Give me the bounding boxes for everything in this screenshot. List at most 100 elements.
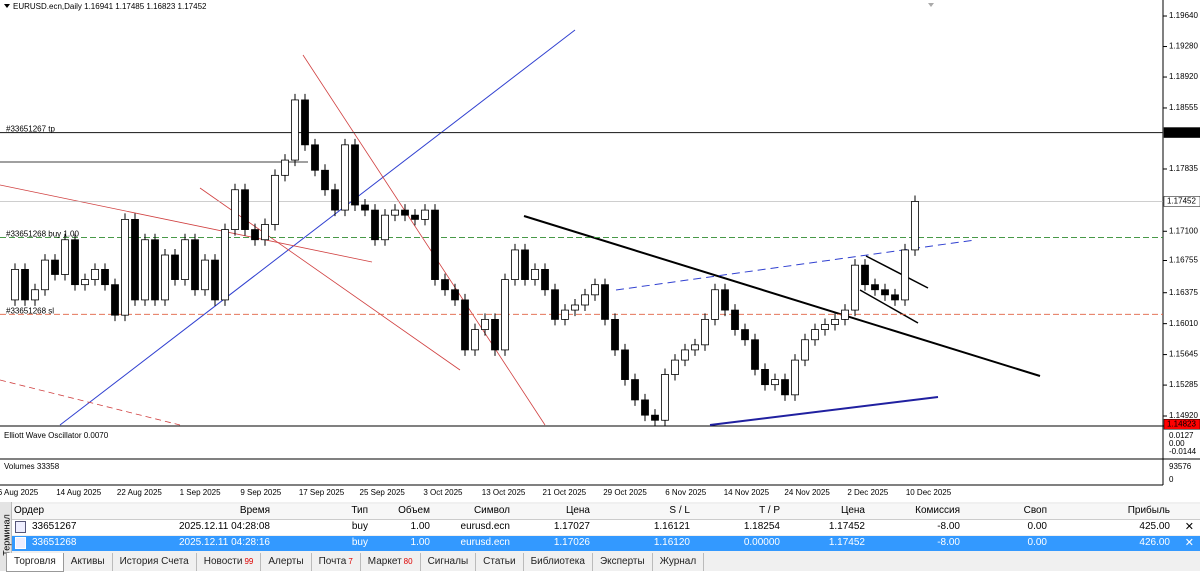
price-marker-label: 1.14823 (1167, 419, 1196, 428)
tab[interactable]: История Счета (113, 553, 197, 571)
candle-body (171, 254, 179, 280)
candle-body (361, 204, 369, 211)
order-label: #33651268 sl (6, 306, 54, 315)
x-tick-label: 24 Nov 2025 (784, 488, 830, 497)
x-tick-label: 13 Oct 2025 (482, 488, 526, 497)
candle-body (821, 324, 829, 330)
candle-body (541, 269, 549, 291)
terminal-panel: Терминал Ордер Время Тип Объем Символ Цена S /… (0, 502, 1200, 572)
candle-body (271, 174, 279, 225)
x-tick-label: 6 Nov 2025 (665, 488, 706, 497)
tab-badge: 7 (348, 557, 353, 566)
order-cell: 33651268 (32, 537, 77, 548)
candle-body (31, 289, 39, 301)
column-header: Прибыль (1127, 505, 1170, 516)
candle-body (381, 214, 389, 241)
candle-body (591, 284, 599, 296)
x-tick-label: 3 Oct 2025 (423, 488, 463, 497)
order-cell: 2025.12.11 04:28:16 (178, 537, 270, 548)
candle-body (411, 214, 419, 220)
candle-body (531, 269, 539, 280)
tab[interactable]: Торговля (6, 553, 64, 572)
order-cell: eurusd.ecn (460, 537, 510, 548)
y-tick-label: 1.14920 (1169, 411, 1198, 420)
x-tick-label: 21 Oct 2025 (543, 488, 587, 497)
column-header: Своп (1023, 505, 1047, 516)
y-tick-label: 1.16375 (1169, 288, 1198, 297)
candle-body (521, 249, 529, 280)
candle-body (661, 374, 669, 421)
price-marker (1163, 418, 1200, 430)
chart-info: EURUSD.ecn,Daily 1.16941 1.17485 1.16823… (13, 2, 207, 11)
tab[interactable]: Сигналы (421, 553, 477, 571)
y-tick-label: 1.17835 (1169, 164, 1198, 173)
candle-body (41, 259, 49, 291)
candle-body (181, 239, 189, 280)
tab[interactable]: Активы (64, 553, 113, 571)
chart: 1.19640 1.19280 1.18920 1.18555 1.17835 1.171… (0, 0, 1200, 498)
table-header: Ордер Время Тип Объем Символ Цена S / L T / P Це… (12, 504, 1200, 520)
tab[interactable]: Эксперты (593, 553, 653, 571)
side-label: Терминал (1, 514, 12, 556)
tab[interactable]: Библиотека (524, 553, 593, 571)
order-row[interactable]: 33651268 2025.12.11 04:28:16 buy 1.00 eurusd… (12, 536, 1200, 551)
tab[interactable]: Статьи (476, 553, 524, 571)
tab-bar: Торговля Активы История Счета Новости 99 Алер… (6, 553, 705, 572)
column-header: Цена (840, 505, 865, 516)
close-button[interactable]: ✕ (1184, 521, 1194, 533)
candle-body (761, 369, 769, 386)
volumes-tick: 0 (1169, 475, 1174, 484)
column-header: Объем (398, 505, 430, 516)
order-cell: buy (351, 537, 368, 548)
order-cell: 1.00 (410, 537, 430, 548)
column-header: Цена (565, 505, 590, 516)
order-label: #33651267 tp (6, 125, 55, 134)
candle-body (491, 319, 499, 351)
tab[interactable]: Новости 99 (197, 553, 262, 571)
tab-badge: 99 (244, 557, 254, 566)
y-tick-label: 1.19280 (1169, 42, 1198, 51)
order-cell: 1.16121 (653, 521, 690, 532)
candle-body (461, 299, 469, 351)
tab-label: Активы (70, 556, 105, 567)
order-cell: 1.17452 (828, 521, 865, 532)
candle-body (151, 239, 159, 301)
tab-label: Торговля (14, 556, 56, 567)
column-header: Символ (473, 505, 510, 516)
oscillator-label: Elliott Wave Oscillator 0.0070 (4, 431, 109, 440)
order-row[interactable]: 33651267 2025.12.11 04:28:08 buy 1.00 eurusd… (12, 520, 1200, 535)
candle-body (831, 319, 839, 325)
tab-label: Журнал (659, 556, 697, 567)
candle-body (321, 169, 329, 191)
tab-label: Новости (203, 556, 243, 567)
tab-label: Статьи (483, 556, 516, 567)
candle-body (691, 344, 699, 351)
candle-body (51, 259, 59, 275)
column-header: T / P (759, 505, 780, 516)
candle-body (471, 329, 479, 351)
candle-body (801, 339, 809, 361)
candle-body (791, 359, 799, 396)
tab[interactable]: Маркет 80 (361, 553, 421, 571)
tab[interactable]: Алерты (261, 553, 312, 571)
order-cell: 1.17026 (553, 537, 590, 548)
candle-body (911, 201, 919, 251)
candle-body (131, 219, 139, 301)
order-cell: 1.17452 (828, 537, 865, 548)
candle-body (211, 259, 219, 301)
candle-body (251, 229, 259, 241)
candle-body (511, 249, 519, 280)
close-button[interactable]: ✕ (1184, 537, 1194, 549)
tab[interactable]: Почта 7 (312, 553, 361, 571)
y-tick-label: 1.18920 (1169, 72, 1198, 81)
tab-label: Сигналы (427, 556, 469, 567)
candle-body (341, 144, 349, 211)
candle-body (481, 319, 489, 330)
column-header: S / L (669, 505, 690, 516)
order-cell: buy (351, 521, 368, 532)
menu-arrow[interactable] (4, 4, 10, 8)
tab-badge: 80 (403, 557, 413, 566)
tab[interactable]: Журнал (653, 553, 705, 571)
